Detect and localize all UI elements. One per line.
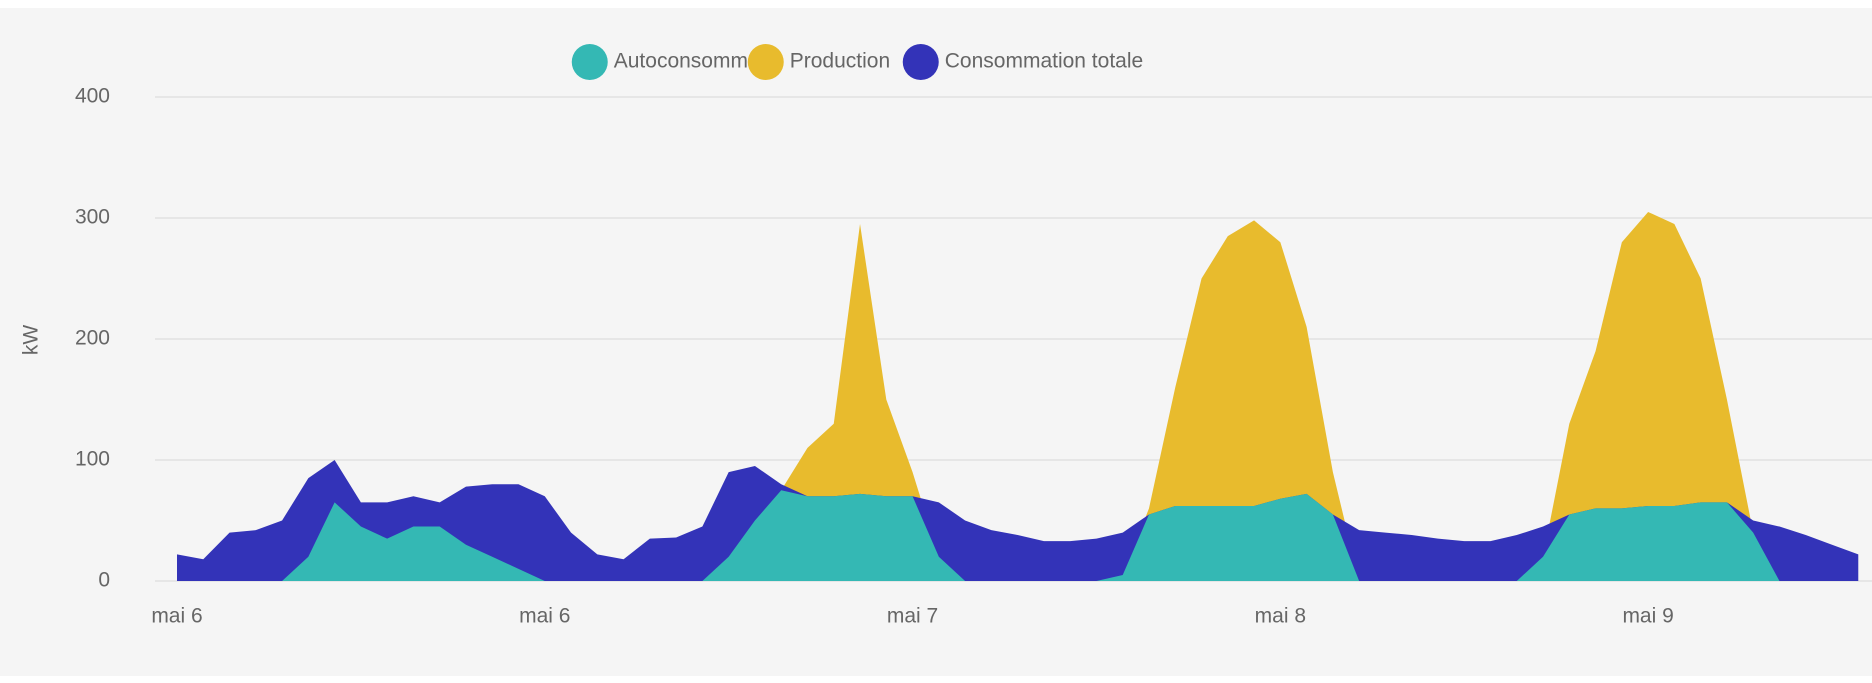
legend-swatch (571, 44, 608, 80)
y-tick-label: 200 (75, 327, 110, 350)
x-tick-label: mai 6 (151, 605, 202, 628)
y-axis-label: kW (20, 325, 43, 356)
x-tick-label: mai 6 (519, 605, 570, 628)
x-tick-label: mai 7 (887, 605, 938, 628)
legend-label: Production (790, 50, 890, 73)
area (177, 490, 1859, 581)
legend-label: Consommation totale (945, 50, 1143, 73)
legend-swatch (747, 44, 784, 80)
y-tick-label: 400 (75, 85, 110, 108)
y-tick-label: 0 (98, 569, 110, 592)
x-tick-label: mai 8 (1255, 605, 1306, 628)
legend-swatch (902, 44, 939, 80)
area (177, 460, 1859, 581)
legend-label: Autoconsommé (614, 50, 760, 73)
y-tick-label: 100 (75, 448, 110, 471)
y-tick-label: 300 (75, 206, 110, 229)
x-tick-label: mai 9 (1622, 605, 1673, 628)
